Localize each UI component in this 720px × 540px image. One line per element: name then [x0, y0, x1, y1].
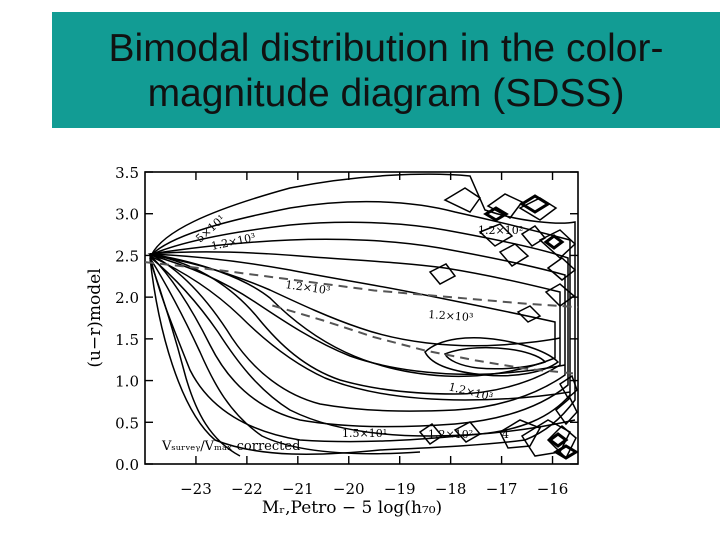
contour-4	[147, 238, 566, 412]
x-tick-label: −18	[435, 480, 467, 498]
x-tick-label: −23	[180, 480, 212, 498]
axis-ticks	[145, 171, 578, 465]
plot-frame	[144, 171, 579, 465]
y-tick-label: 1.5	[115, 331, 139, 349]
noise-contour-1	[443, 187, 482, 213]
contour-3	[148, 221, 569, 428]
y-tick-label: 2.5	[115, 247, 139, 265]
noise-contour-15	[554, 396, 578, 426]
x-tick-label: −17	[486, 480, 518, 498]
contour-inner-blue-2	[443, 346, 547, 370]
contour-label-8: 4	[502, 428, 509, 441]
contour-9	[149, 255, 571, 401]
contour-2	[149, 200, 571, 443]
noise-contour-5	[478, 223, 514, 247]
red-sequence-dashed-line	[144, 261, 579, 309]
diamond-marker-1	[519, 194, 551, 214]
noise-contour-17	[453, 421, 482, 443]
noise-contour-10	[544, 283, 576, 307]
contour-label-7: 1.2×10²	[478, 224, 523, 237]
x-tick-label: −20	[333, 480, 365, 498]
contour-label-5: 1.5×10¹	[342, 427, 387, 440]
noise-contour-4	[538, 229, 577, 260]
diamond-markers	[483, 194, 579, 460]
y-tick-label: 0.0	[115, 456, 139, 474]
y-tick-labels: 3.5 3.0 2.5 2.0 1.5 1.0 0.5 0.0	[115, 164, 139, 474]
contour-lines	[147, 173, 578, 460]
noise-contour-11	[516, 305, 542, 323]
noise-contour-12	[499, 419, 542, 449]
title-line-2: magnitude diagram (SDSS)	[147, 72, 625, 115]
title-banner: Bimodal distribution in the color- magni…	[52, 12, 720, 128]
contour-inner-blue	[424, 336, 560, 377]
contour-6	[149, 253, 556, 378]
noise-contour-18	[418, 423, 444, 445]
y-tick-label: 3.5	[115, 164, 139, 182]
noise-contour-6	[520, 225, 547, 247]
x-tick-labels: −23 −22 −21 −20 −19 −18 −17 −16	[180, 480, 568, 498]
contour-label-3: 1.2×10³	[428, 308, 474, 324]
contour-12	[149, 259, 241, 457]
contour-8	[149, 254, 566, 376]
x-tick-label: −19	[384, 480, 416, 498]
diamond-marker-5	[553, 444, 579, 460]
noise-contour-16	[559, 374, 578, 400]
diamond-marker-2	[483, 206, 509, 222]
noise-contour-14	[546, 424, 577, 460]
y-axis-label: (u−r)model	[85, 268, 105, 367]
diamond-marker-4	[547, 432, 569, 448]
annotation-vsurvey-vmax: Vₛᵤᵣᵥₑᵧ/Vₘₐₓ corrected	[161, 439, 300, 454]
x-tick-label: −21	[282, 480, 314, 498]
slide-title: Bimodal distribution in the color- magni…	[52, 26, 720, 116]
ridge-lines	[144, 261, 579, 375]
title-line-1: Bimodal distribution in the color-	[108, 27, 664, 70]
contour-10	[149, 256, 576, 437]
contour-5	[149, 251, 561, 395]
blue-cloud-dashed-line	[272, 304, 579, 375]
noise-contour-2	[486, 193, 524, 219]
contour-label-6: 1.2×10²	[428, 428, 473, 441]
noise-contour-3	[518, 197, 558, 221]
contour-7	[149, 254, 561, 347]
y-tick-label: 2.0	[115, 289, 139, 307]
contour-label-2: 1.2×10³	[285, 278, 331, 297]
noise-contour-7	[498, 243, 530, 267]
diamond-marker-3	[543, 234, 565, 250]
noise-contour-8	[546, 257, 577, 281]
x-axis-label: Mᵣ,Petro − 5 log(h₇₀)	[262, 498, 442, 518]
x-tick-label: −16	[537, 480, 569, 498]
contour-labels: 5×10¹ 1.2×10³ 1.2×10³ 1.2×10³ 1.2×10³ 1.…	[193, 212, 523, 441]
y-tick-label: 3.0	[115, 206, 139, 224]
contour-outer	[149, 173, 576, 455]
x-tick-label: −22	[231, 480, 263, 498]
y-tick-label: 1.0	[115, 373, 139, 391]
contour-11	[149, 257, 421, 455]
contour-label-1: 1.2×10³	[210, 231, 257, 253]
noise-contour-9	[428, 263, 457, 285]
y-tick-label: 0.5	[115, 414, 139, 432]
